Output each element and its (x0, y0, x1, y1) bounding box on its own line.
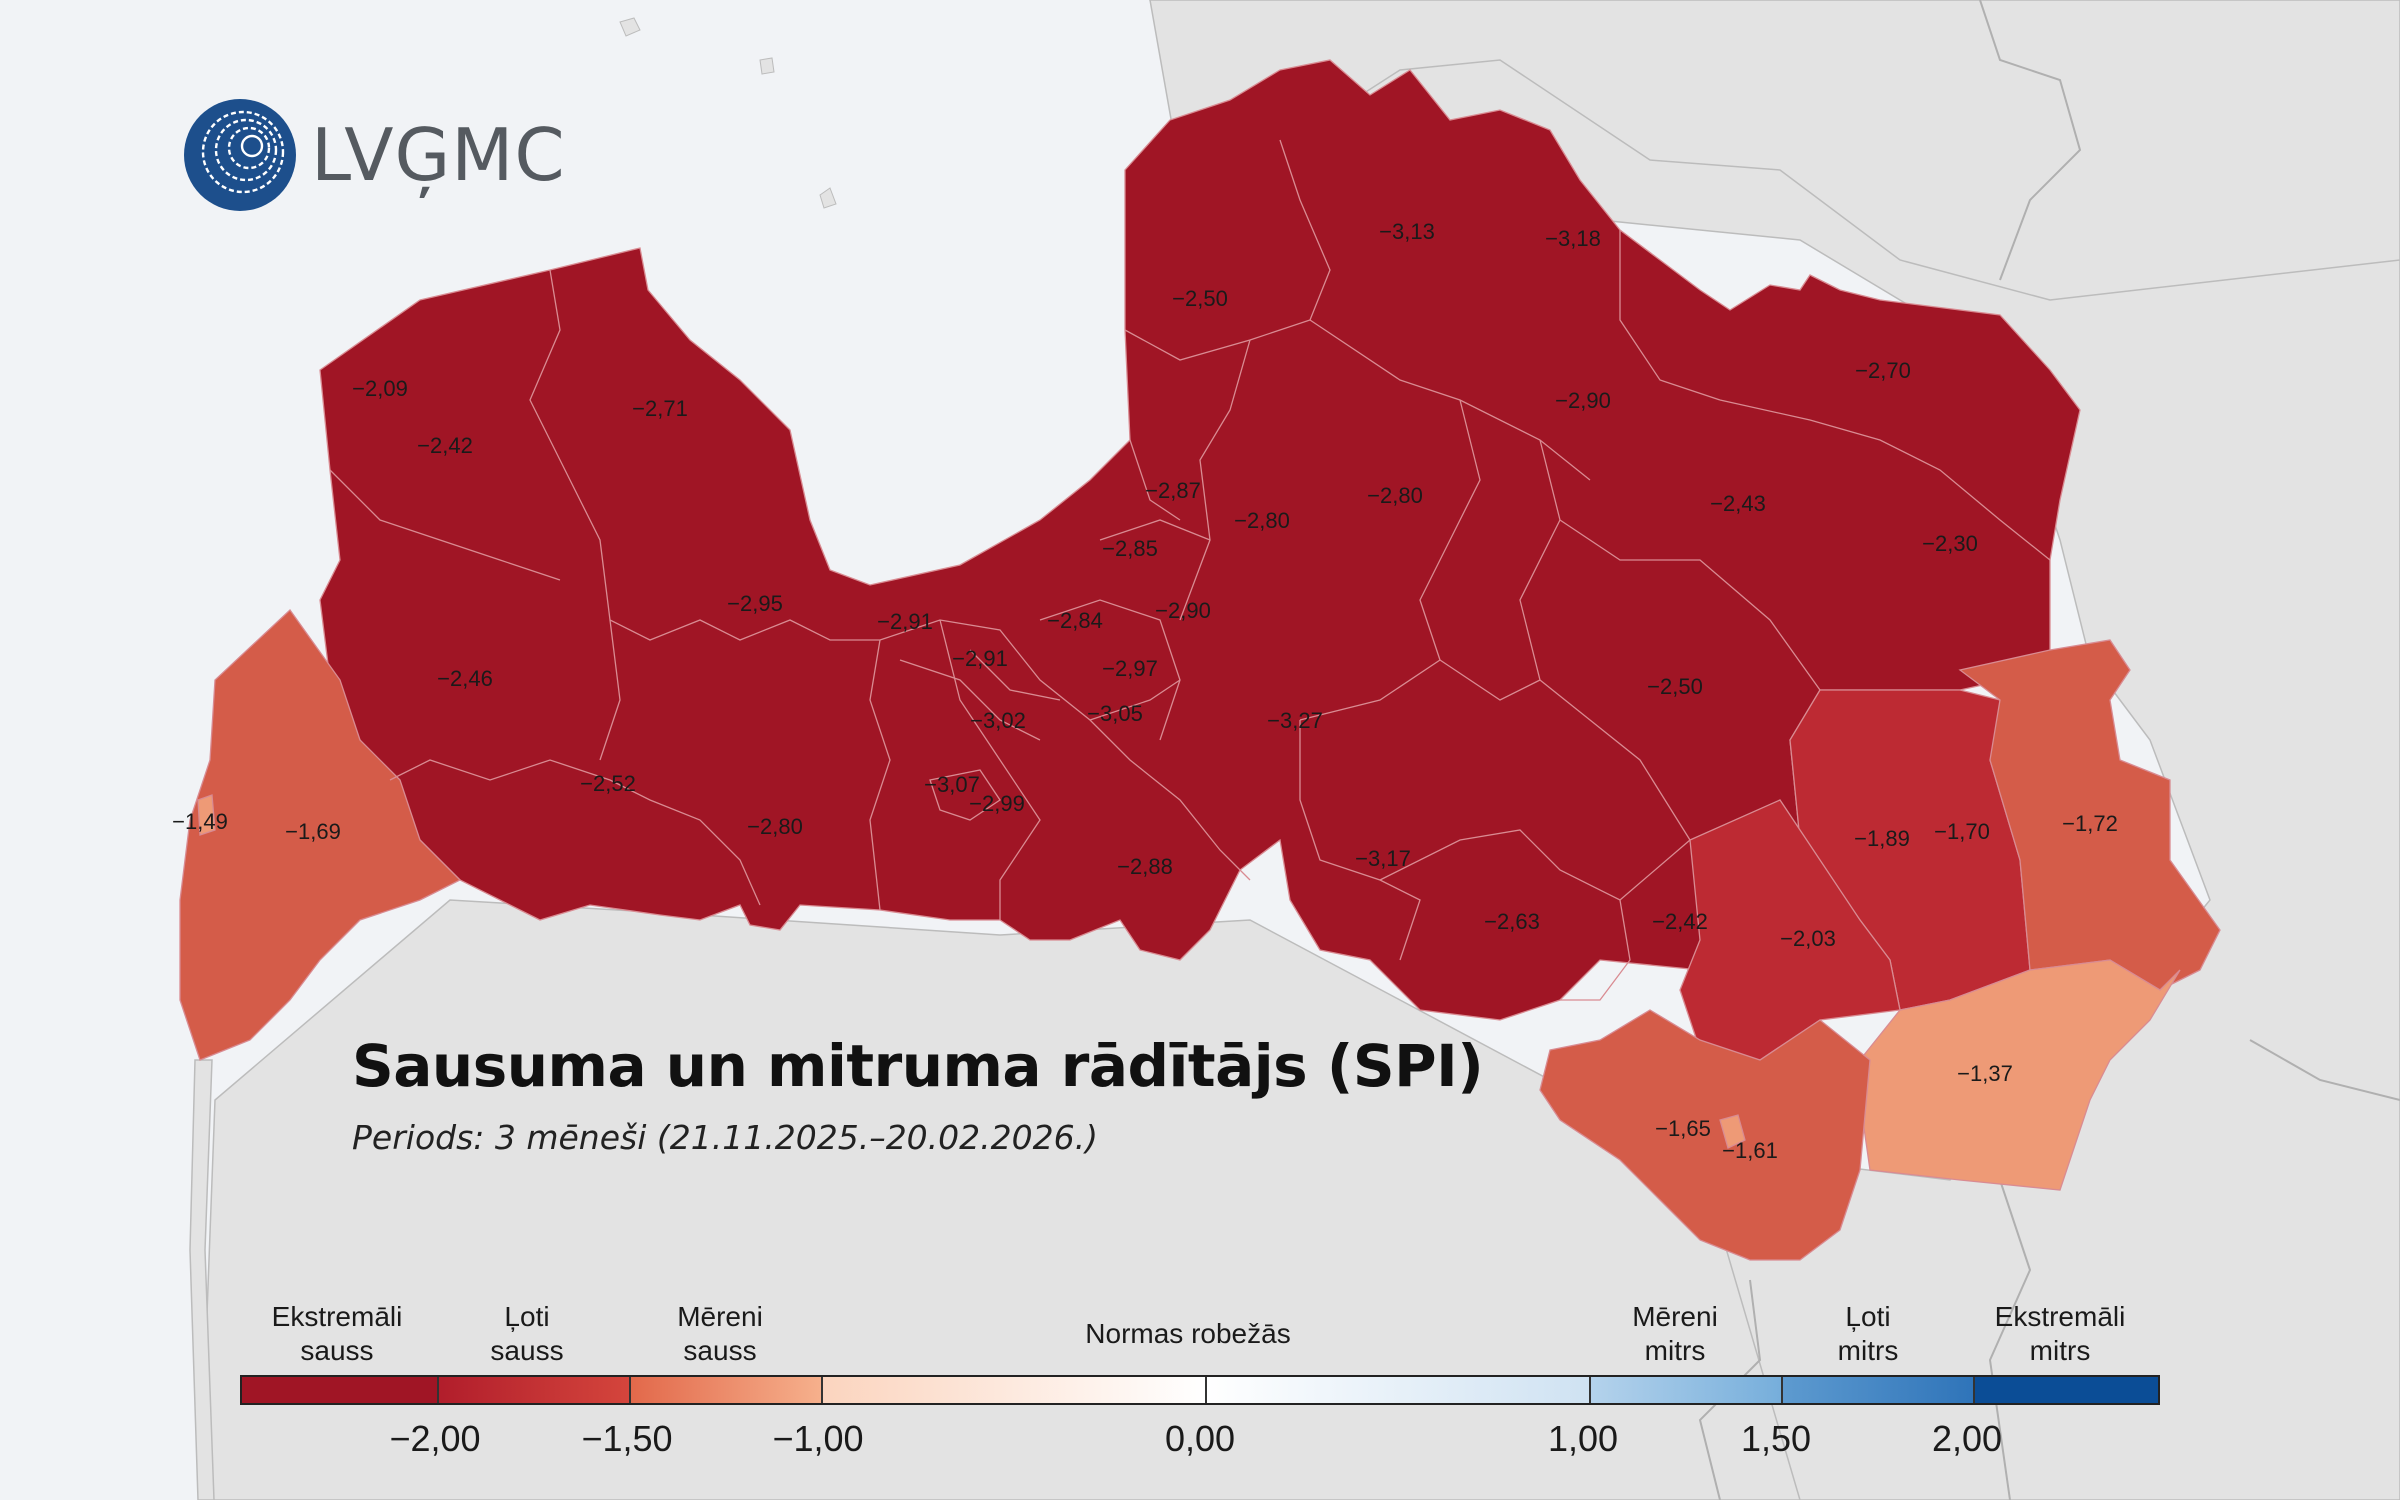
value-label: −2,80 (1234, 508, 1290, 533)
curonian-spit (189, 1059, 215, 1500)
value-label: −1,89 (1854, 826, 1910, 851)
lvgmc-logo-icon (184, 99, 296, 211)
island-small-3 (759, 57, 775, 75)
value-label: −2,90 (1555, 388, 1611, 413)
value-label: −2,90 (1155, 598, 1211, 623)
island-small-1 (619, 17, 641, 37)
value-label: −2,80 (1367, 483, 1423, 508)
value-label: −2,09 (352, 376, 408, 401)
value-label: −2,43 (1710, 491, 1766, 516)
legend-seg-normal-wet (1205, 1377, 1589, 1403)
legend-category-moderately-wet: Mēreni mitrs (1632, 1301, 1718, 1366)
value-label: −1,70 (1934, 819, 1990, 844)
value-labels: −2,09 −2,42 −2,71 −2,46 −2,95 −2,52 −2,8… (172, 219, 2118, 1163)
value-label: −2,63 (1484, 909, 1540, 934)
value-label: −1,72 (2062, 811, 2118, 836)
value-label: −2,91 (952, 646, 1008, 671)
region-liepaja (197, 794, 216, 836)
legend-category-very-dry: Ļoti sauss (490, 1301, 564, 1366)
legend-seg-extreme-wet (1973, 1377, 2158, 1403)
value-label: −3,07 (924, 772, 980, 797)
map-subtitle: Periods: 3 mēneši (21.11.2025.–20.02.202… (352, 1118, 1098, 1157)
value-label: −2,91 (877, 609, 933, 634)
legend-category-normal: Normas robežās (1085, 1318, 1291, 1349)
legend-seg-normal-dry (821, 1377, 1205, 1403)
value-label: −3,18 (1545, 226, 1601, 251)
lvgmc-logo: LVĢMC (183, 98, 566, 212)
value-label: −2,84 (1047, 608, 1103, 633)
value-label: −3,17 (1355, 846, 1411, 871)
value-label: −2,52 (580, 771, 636, 796)
value-label: −2,42 (1652, 909, 1708, 934)
region-daugavpils-city (1719, 1114, 1746, 1149)
value-label: −1,61 (1722, 1138, 1778, 1163)
value-label: −2,99 (969, 791, 1025, 816)
legend-seg-extreme-dry (242, 1377, 437, 1403)
region-south-daugavpils (1539, 1009, 1871, 1261)
internal-borders (329, 139, 2051, 1001)
value-label: −1,49 (172, 809, 228, 834)
legend-tick: 1,00 (1547, 1418, 1619, 1459)
value-label: −2,30 (1922, 531, 1978, 556)
legend-tick: 1,50 (1740, 1418, 1812, 1459)
legend-tick: −1,00 (772, 1418, 864, 1459)
value-label: −2,42 (417, 433, 473, 458)
legend-category-moderately-dry: Mēreni sauss (677, 1301, 763, 1366)
value-label: −3,02 (970, 708, 1026, 733)
value-label: −2,97 (1102, 656, 1158, 681)
value-label: −2,80 (747, 814, 803, 839)
value-label: −1,37 (1957, 1061, 2013, 1086)
value-label: −2,87 (1145, 478, 1201, 503)
logo-text: LVĢMC (311, 113, 566, 197)
value-label: −3,27 (1267, 708, 1323, 733)
legend-category-extreme-dry: Ekstremāli sauss (271, 1301, 403, 1366)
value-label: −3,05 (1087, 701, 1143, 726)
region-east-b (1958, 639, 2221, 991)
region-south-centre (1679, 799, 1901, 1061)
value-label: −2,85 (1102, 536, 1158, 561)
legend-tick: −1,50 (581, 1418, 673, 1459)
legend-seg-moderately-wet (1589, 1377, 1781, 1403)
legend-colorbar (240, 1375, 2160, 1405)
value-label: −2,46 (437, 666, 493, 691)
legend-seg-moderately-dry (629, 1377, 821, 1403)
island-small-2 (819, 187, 837, 209)
legend-category-very-wet: Ļoti mitrs (1837, 1301, 1899, 1366)
legend-category-extreme-wet: Ekstremāli mitrs (1994, 1301, 2126, 1366)
legend-seg-very-wet (1781, 1377, 1973, 1403)
value-label: −2,70 (1855, 358, 1911, 383)
value-label: −2,03 (1780, 926, 1836, 951)
value-label: −2,50 (1172, 286, 1228, 311)
value-label: −1,65 (1655, 1116, 1711, 1141)
value-label: −2,50 (1647, 674, 1703, 699)
legend-tick: 0,00 (1164, 1418, 1236, 1459)
value-label: −2,88 (1117, 854, 1173, 879)
map-title: Sausuma un mitruma rādītājs (SPI) (352, 1032, 1484, 1100)
legend-tick: −2,00 (389, 1418, 481, 1459)
legend-seg-very-dry (437, 1377, 629, 1403)
value-label: −2,71 (632, 396, 688, 421)
value-label: −3,13 (1379, 219, 1435, 244)
neighbour-border-lines (1698, 0, 2400, 1500)
value-label: −2,95 (727, 591, 783, 616)
region-west-coast (179, 609, 462, 1061)
value-label: −1,69 (285, 819, 341, 844)
legend-tick: 2,00 (1931, 1418, 2003, 1459)
